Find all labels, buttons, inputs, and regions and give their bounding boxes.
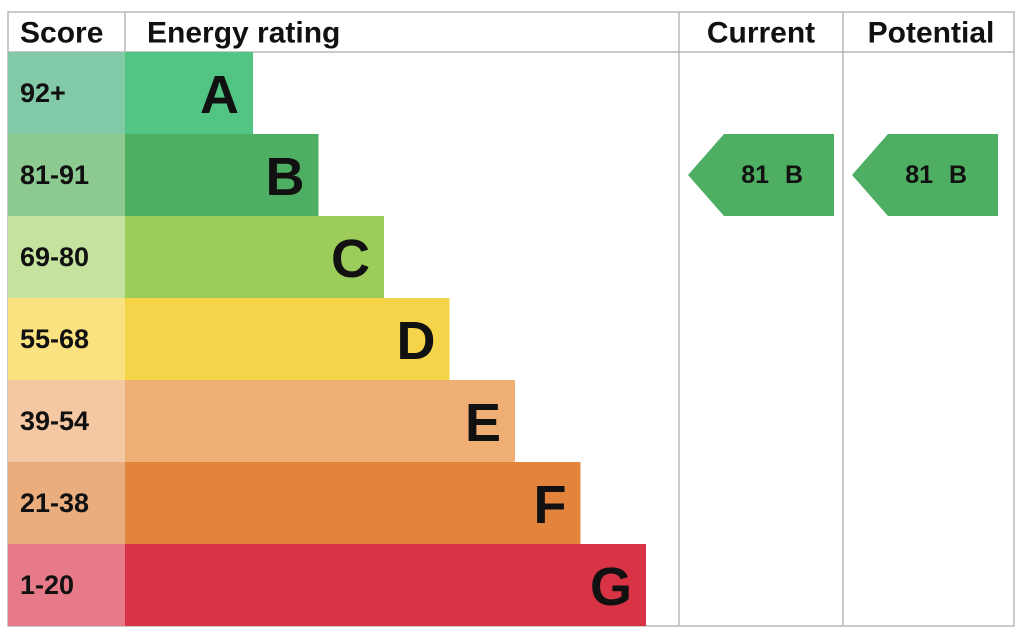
header-energy-rating: Energy rating bbox=[147, 17, 340, 50]
rating-bar bbox=[125, 52, 253, 134]
score-cell bbox=[8, 462, 125, 544]
arrow-letter: B bbox=[785, 161, 803, 189]
rating-letter: F bbox=[534, 475, 567, 535]
score-cell bbox=[8, 216, 125, 298]
arrow-score: 81 bbox=[905, 161, 933, 189]
score-range: 69-80 bbox=[20, 242, 89, 272]
rating-letter: B bbox=[266, 147, 305, 207]
score-cell bbox=[8, 380, 125, 462]
rating-bar bbox=[125, 544, 646, 626]
rating-bar bbox=[125, 298, 450, 380]
rating-bar bbox=[125, 380, 515, 462]
rating-letter: G bbox=[590, 557, 632, 617]
score-range: 92+ bbox=[20, 78, 66, 108]
rating-letter: A bbox=[200, 65, 239, 125]
arrow-score: 81 bbox=[741, 161, 769, 189]
arrow-shape bbox=[852, 134, 998, 216]
rating-bar bbox=[125, 216, 384, 298]
rating-bar bbox=[125, 134, 319, 216]
potential-arrow: 81 B bbox=[852, 134, 998, 216]
score-cell bbox=[8, 134, 125, 216]
rating-bar bbox=[125, 462, 581, 544]
score-cell bbox=[8, 298, 125, 380]
header-current: Current bbox=[707, 17, 815, 50]
score-range: 1-20 bbox=[20, 570, 74, 600]
rating-letter: D bbox=[397, 311, 436, 371]
rating-letter: E bbox=[465, 393, 501, 453]
score-cell bbox=[8, 52, 125, 134]
score-cell bbox=[8, 544, 125, 626]
header-score: Score bbox=[20, 17, 103, 50]
current-arrow: 81 B bbox=[688, 134, 834, 216]
score-range: 21-38 bbox=[20, 488, 89, 518]
score-range: 39-54 bbox=[20, 406, 89, 436]
arrow-letter: B bbox=[949, 161, 967, 189]
rating-letter: C bbox=[331, 229, 370, 289]
score-range: 55-68 bbox=[20, 324, 89, 354]
header-potential: Potential bbox=[868, 17, 995, 50]
arrow-shape bbox=[688, 134, 834, 216]
score-range: 81-91 bbox=[20, 160, 89, 190]
